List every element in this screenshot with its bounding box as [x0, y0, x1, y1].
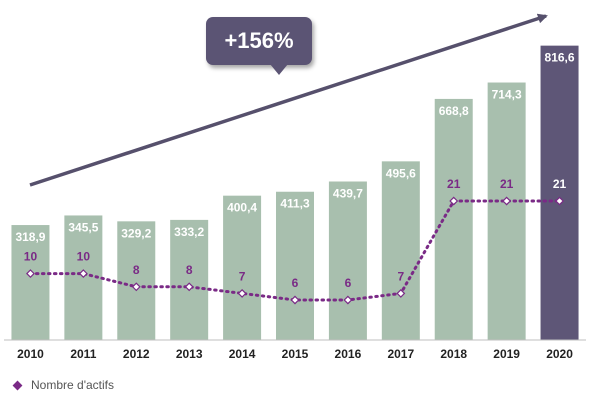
- actifs-point-2013: [184, 282, 194, 292]
- trend-arrow: [29, 13, 548, 187]
- actifs-value-label: 10: [77, 250, 91, 264]
- actifs-line-layer: 10 10 8 8 7 6 6 7 21 21 21: [24, 177, 567, 305]
- bar-2012: [117, 221, 156, 340]
- tick-label-2016: 2016: [335, 347, 362, 361]
- actifs-point-2014: [237, 288, 247, 298]
- actifs-point-2016: [343, 295, 353, 305]
- bar-value-label: 333,2: [174, 225, 204, 239]
- bar-2016: [328, 181, 367, 340]
- actifs-point-2012: [131, 282, 141, 292]
- actifs-value-label: 8: [133, 263, 140, 277]
- bar-2015: [276, 191, 314, 340]
- bar-2020: [540, 45, 579, 340]
- actifs-value-label: 8: [186, 263, 193, 277]
- bar-2019: [487, 82, 526, 340]
- actifs-value-label: 10: [24, 250, 38, 264]
- tick-label-2018: 2018: [440, 347, 467, 361]
- bar-value-label: 400,4: [227, 201, 257, 215]
- legend-label: Nombre d'actifs: [31, 378, 114, 392]
- actifs-point-2010: [26, 269, 35, 279]
- tick-label-2013: 2013: [176, 347, 203, 361]
- legend: Nombre d'actifs: [12, 378, 114, 392]
- actifs-point-2020: [555, 196, 564, 206]
- actifs-value-label: 21: [500, 177, 514, 191]
- actifs-value-label: 6: [345, 276, 352, 290]
- actifs-value-label: 6: [292, 276, 299, 290]
- bar-value-label: 411,3: [280, 197, 310, 211]
- bar-value-label: 816,6: [545, 51, 575, 65]
- x-tick-labels: 2010 2011 2012 2013 2014 2015 2016 2017 2018 2019…: [17, 347, 573, 361]
- bar-2013: [170, 219, 209, 340]
- tick-label-2012: 2012: [123, 347, 150, 361]
- actifs-value-label: 7: [397, 269, 404, 283]
- actifs-value-label: 21: [447, 177, 461, 191]
- actifs-point-2018: [449, 196, 459, 206]
- growth-callout-text: +156%: [224, 28, 294, 53]
- tick-label-2020: 2020: [546, 347, 573, 361]
- actifs-point-2017: [396, 288, 406, 298]
- growth-callout-tail: [270, 64, 288, 75]
- bar-value-label: 318,9: [15, 230, 45, 244]
- tick-label-2017: 2017: [387, 347, 414, 361]
- bar-2017: [381, 161, 420, 340]
- growth-callout: +156%: [206, 17, 312, 65]
- bar-2010: [11, 225, 50, 340]
- actifs-value-label: 21: [553, 177, 567, 191]
- bar-value-label: 329,2: [121, 226, 151, 240]
- tick-label-2014: 2014: [229, 347, 256, 361]
- bar-value-label: 345,5: [68, 220, 98, 234]
- bar-value-label: 668,8: [439, 104, 469, 118]
- bar-2014: [223, 195, 262, 340]
- actifs-point-2019: [502, 196, 512, 206]
- bar-value-label: 495,6: [386, 166, 416, 180]
- bars-layer: 318,9 345,5 329,2 333,2 400,4 411,3 439,7 495,6…: [11, 45, 579, 340]
- bar-value-label: 714,3: [492, 88, 522, 102]
- tick-label-2011: 2011: [70, 347, 96, 361]
- actifs-value-label: 7: [239, 269, 246, 283]
- growth-arrow-icon: [29, 13, 548, 187]
- legend-diamond-icon: [12, 380, 23, 390]
- tick-label-2019: 2019: [493, 347, 520, 361]
- bar-value-label: 439,7: [333, 187, 363, 201]
- tick-label-2010: 2010: [17, 347, 44, 361]
- bar-2018: [434, 98, 473, 340]
- actifs-point-2011: [78, 269, 88, 279]
- tick-label-2015: 2015: [282, 347, 309, 361]
- actifs-point-2015: [290, 295, 300, 305]
